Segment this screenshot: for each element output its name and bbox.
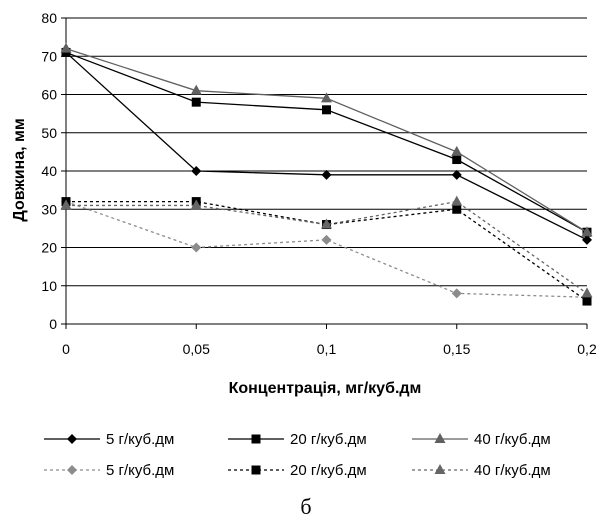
x-tick-label: 0,1 [317,341,337,357]
y-axis-label: Довжина, мм [11,118,28,221]
y-tick-label: 10 [41,278,57,294]
y-tick-label: 20 [41,240,57,256]
y-tick-label: 70 [41,48,57,64]
series-6-point [321,218,332,229]
series-1-point [321,169,332,180]
x-tick-label: 0,15 [443,341,470,357]
figure-caption: б [300,494,311,519]
y-tick-label: 60 [41,87,57,103]
series-1-point [582,234,592,245]
legend-label: 40 г/куб.дм [474,462,551,479]
series-line-4 [65,200,588,298]
legend-label: 5 г/куб.дм [106,462,174,479]
series-2-point [322,105,331,115]
series-5-point [582,296,592,306]
legend-label: 40 г/куб.дм [474,431,551,448]
series-3-point [321,92,332,103]
series-6-point [190,199,202,210]
legend-item: 5 г/куб.дм [44,462,174,479]
series-3-point [451,145,463,156]
series-3-point [190,84,202,95]
series-line-6 [66,200,588,294]
x-tick-label: 0 [62,341,70,357]
y-tick-label: 0 [49,316,57,332]
y-tick-label: 50 [41,125,57,141]
legend-item: 20 г/куб.дм [228,462,367,479]
x-tick-label: 0,2 [577,341,597,357]
series-1-point [191,166,202,176]
tick-labels: 0 10 20 30 40 50 60 70 80 0 0,05 0,1 0,15 0,2 [41,10,597,357]
legend-item: 20 г/куб.дм [228,431,367,448]
y-tick-label: 30 [41,201,57,217]
legend-item: 5 г/куб.дм [44,431,174,448]
series-6-point [581,287,593,298]
series-4-point [451,288,462,299]
series-2-point [191,97,201,107]
legend-swatch-marker [434,433,446,443]
series-line-1 [65,51,588,241]
series-group [60,42,593,306]
series-6-point [451,195,463,206]
legend-label: 20 г/куб.дм [290,431,367,448]
legend-item: 40 г/куб.дм [412,431,551,448]
series-line-5 [66,200,588,302]
legend: 5 г/куб.дм 20 г/куб.дм 40 г/куб.дм 5 г/куб.… [44,431,551,479]
legend-swatch-marker [251,465,261,475]
series-2-point [452,155,462,165]
legend-label: 5 г/куб.дм [106,431,174,448]
series-3-point [581,226,593,237]
series-4-point [321,234,332,245]
x-axis-label: Концентрація, мг/куб.дм [229,380,422,397]
series-3-point [60,42,72,53]
legend-label: 20 г/куб.дм [290,462,367,479]
legend-item: 40 г/куб.дм [412,462,551,479]
series-line-3 [65,47,588,233]
y-tick-label: 40 [41,163,57,179]
series-6-point [60,199,72,210]
series-4-point [191,242,202,253]
legend-swatch-marker [67,434,77,444]
series-5-point [452,204,462,214]
legend-swatch-marker [251,434,261,444]
y-tick-label: 80 [41,10,57,26]
series-1-point [451,169,462,180]
x-tick-label: 0,05 [183,341,210,357]
legend-swatch-marker [434,464,446,474]
legend-swatch-marker [67,465,77,475]
